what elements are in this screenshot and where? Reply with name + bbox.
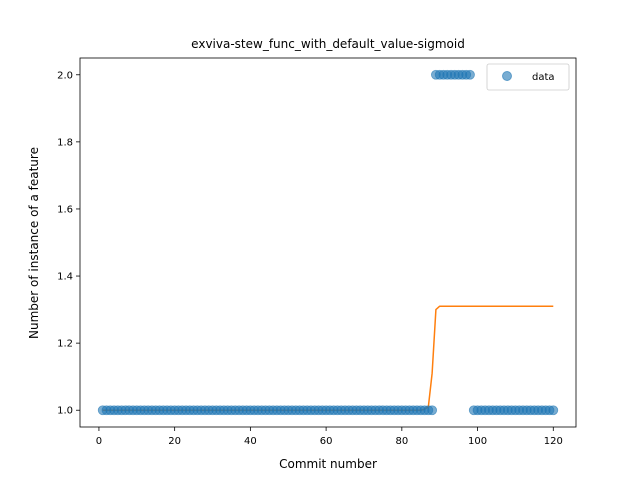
legend: data bbox=[486, 63, 570, 91]
x-tick-label: 20 bbox=[168, 436, 181, 447]
data-point bbox=[548, 405, 559, 416]
y-axis-label: Number of instance of a feature bbox=[27, 147, 41, 339]
x-axis-ticks: 0 20 40 60 80 100 120 bbox=[96, 427, 563, 447]
y-tick-label: 2.0 bbox=[57, 70, 73, 81]
y-tick-label: 1.4 bbox=[57, 272, 73, 283]
plot-area bbox=[80, 58, 576, 427]
x-axis-label: Commit number bbox=[279, 457, 377, 471]
x-tick-label: 40 bbox=[244, 436, 257, 447]
y-tick-label: 1.8 bbox=[57, 137, 73, 148]
x-tick-label: 60 bbox=[320, 436, 333, 447]
y-tick-label: 1.2 bbox=[57, 339, 73, 350]
y-tick-label: 1.6 bbox=[57, 204, 73, 215]
legend-marker-data bbox=[502, 71, 512, 81]
plot-frame bbox=[79, 57, 577, 428]
x-tick-label: 120 bbox=[544, 436, 563, 447]
data-point bbox=[465, 69, 475, 80]
x-tick-label: 100 bbox=[468, 436, 487, 447]
chart-title: exviva-stew_func_with_default_value-sigm… bbox=[191, 37, 465, 51]
x-tick-label: 80 bbox=[395, 436, 408, 447]
y-axis-ticks: 1.0 1.2 1.4 1.6 1.8 2.0 bbox=[57, 70, 80, 417]
y-tick-label: 1.0 bbox=[57, 406, 73, 417]
data-point bbox=[427, 405, 438, 416]
x-tick-label: 0 bbox=[96, 436, 102, 447]
legend-label-data: data bbox=[532, 72, 555, 83]
data-points-layer bbox=[97, 69, 559, 416]
legend-box bbox=[486, 63, 570, 91]
